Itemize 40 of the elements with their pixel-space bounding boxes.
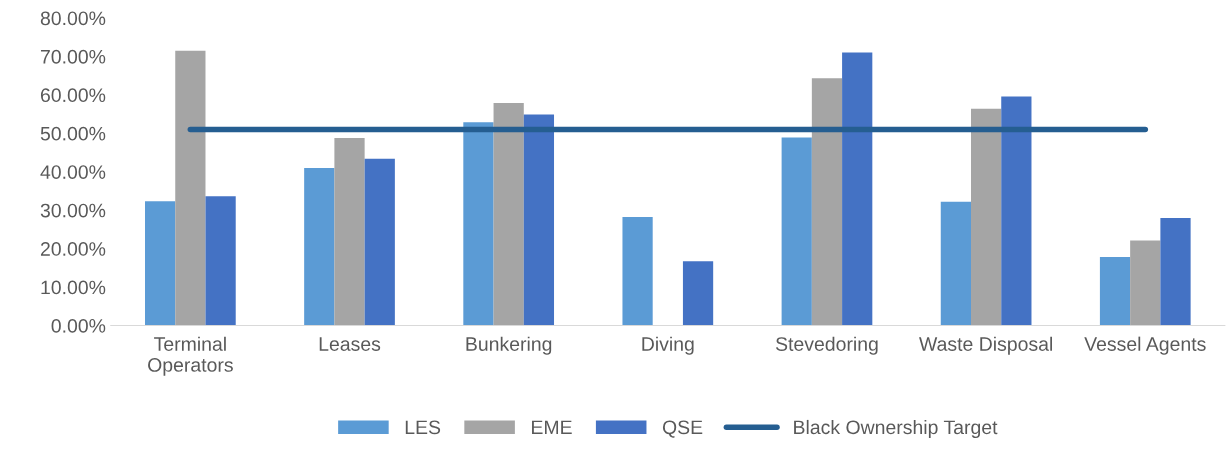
y-tick-label: 50.00% <box>40 126 106 141</box>
y-tick-label: 40.00% <box>40 165 106 179</box>
y-tick-label: 70.00% <box>40 49 106 64</box>
y-tick-label: 10.00% <box>41 280 106 295</box>
x-tick-label: Leases <box>319 337 381 351</box>
bar <box>622 217 653 326</box>
bar <box>463 122 494 326</box>
bar <box>304 167 335 326</box>
bar <box>523 114 555 326</box>
bar <box>811 78 843 326</box>
bar <box>842 52 873 326</box>
x-tick-label: Diving <box>642 336 694 355</box>
bar <box>493 102 524 326</box>
bar <box>971 108 1002 326</box>
y-tick-label: 80.00% <box>40 11 106 26</box>
x-tick-label: Terminal Operators <box>148 336 233 376</box>
y-tick-label: 20.00% <box>40 242 106 256</box>
legend-label: Black Ownership Target <box>794 419 998 439</box>
bar <box>781 137 812 326</box>
x-tick-label: Waste Disposal <box>919 336 1052 355</box>
bar <box>1160 217 1191 326</box>
y-tick-label: 60.00% <box>40 88 106 103</box>
bar <box>175 50 206 326</box>
x-tick-label: Vessel Agents <box>1084 336 1206 355</box>
bar <box>205 196 236 326</box>
bar <box>940 201 971 326</box>
bar <box>682 261 714 326</box>
bar <box>1001 96 1032 326</box>
bar <box>364 158 395 326</box>
bar <box>145 201 176 326</box>
x-tick-label: Stevedoring <box>775 336 878 355</box>
bar <box>334 137 365 326</box>
legend-label: EME <box>532 420 572 435</box>
bar <box>1130 240 1161 326</box>
x-tick-label: Bunkering <box>466 336 552 355</box>
bar <box>1099 257 1131 326</box>
legend-label: LES <box>405 420 441 435</box>
y-tick-label: 30.00% <box>40 203 106 218</box>
y-tick-label: 0.00% <box>51 318 106 333</box>
legend-label: QSE <box>662 420 703 438</box>
